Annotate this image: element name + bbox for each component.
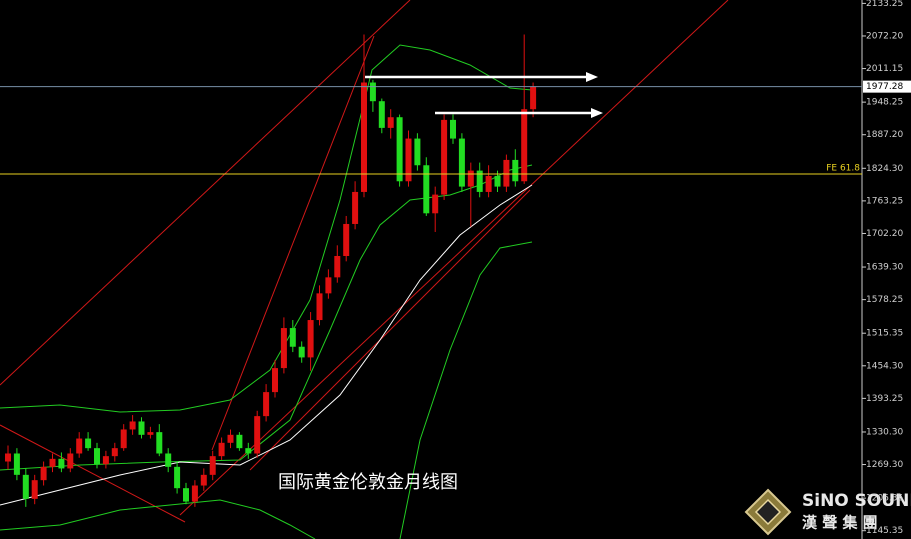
arrows bbox=[365, 72, 603, 118]
channel-line bbox=[0, 0, 411, 386]
candle-body bbox=[530, 86, 537, 110]
y-tick-label: 1702.20 bbox=[866, 229, 903, 239]
candle-body bbox=[76, 438, 83, 454]
candle-body bbox=[245, 448, 252, 454]
logo-subtext: 漢 聲 集 團 bbox=[802, 514, 878, 532]
y-tick-label: 1515.35 bbox=[866, 329, 903, 339]
candle-body bbox=[503, 159, 510, 187]
logo: SiNO SOUND 漢 聲 集 團 bbox=[744, 488, 911, 536]
candle-body bbox=[67, 453, 74, 469]
logo-icon bbox=[754, 498, 782, 526]
candle-body bbox=[414, 138, 421, 166]
channel-line bbox=[179, 0, 729, 516]
caption: 国际黄金伦敦金月线图 bbox=[278, 472, 458, 493]
last-price-box bbox=[863, 80, 911, 93]
candle-body bbox=[289, 328, 296, 347]
candle-body bbox=[494, 175, 501, 187]
y-tick-label: 1824.30 bbox=[866, 164, 903, 174]
y-tick-label: 1948.25 bbox=[866, 98, 903, 108]
candle-body bbox=[441, 119, 448, 195]
candle-body bbox=[200, 474, 207, 486]
candle-body bbox=[13, 453, 20, 475]
candle-body bbox=[485, 175, 492, 192]
candle-body bbox=[174, 466, 181, 489]
y-tick-label: 1145.35 bbox=[866, 526, 903, 536]
moving-average bbox=[0, 184, 533, 506]
candle-body bbox=[138, 421, 145, 435]
candle-body bbox=[85, 438, 92, 449]
y-tick-label: 2072.20 bbox=[866, 31, 903, 41]
candle-body bbox=[396, 117, 403, 182]
candle-body bbox=[58, 458, 65, 469]
candle-body bbox=[450, 119, 456, 139]
y-tick-label: 1454.30 bbox=[866, 361, 903, 371]
y-tick-label: 1763.25 bbox=[866, 196, 903, 206]
y-tick-label: 1393.25 bbox=[866, 394, 903, 404]
candle-body bbox=[405, 138, 412, 182]
candle-body bbox=[521, 109, 528, 182]
candle-body bbox=[476, 170, 483, 192]
candle-body bbox=[49, 458, 56, 467]
logo-text: SiNO SOUND bbox=[802, 491, 911, 511]
y-tick-label: 2011.15 bbox=[866, 64, 903, 74]
candle-body bbox=[129, 421, 136, 430]
bollinger-upper bbox=[0, 44, 533, 413]
candle-body bbox=[218, 442, 225, 457]
y-tick-label: 1330.30 bbox=[866, 427, 903, 437]
fe-label: FE 61.8 bbox=[826, 164, 860, 174]
candle-body bbox=[227, 434, 234, 443]
candle-body bbox=[334, 255, 341, 278]
y-tick-label: 1206.35 bbox=[866, 494, 903, 504]
y-tick-label: 1578.25 bbox=[866, 295, 903, 305]
candle-body bbox=[280, 328, 287, 369]
candle-body bbox=[272, 368, 278, 393]
candle-body bbox=[94, 448, 100, 465]
candle-body bbox=[191, 485, 198, 502]
arrow-head bbox=[586, 72, 598, 82]
y-tick-label: 1639.30 bbox=[866, 263, 903, 273]
candle-body bbox=[120, 429, 127, 449]
candle-body bbox=[40, 466, 47, 481]
candle-body bbox=[165, 453, 172, 467]
candle-body bbox=[343, 223, 350, 256]
candle-body bbox=[147, 432, 154, 435]
candle-body bbox=[325, 277, 332, 294]
candle-body bbox=[5, 453, 11, 462]
last-price-label: 1977.28 bbox=[866, 82, 903, 92]
candle-body bbox=[31, 480, 38, 499]
y-tick-label: 1887.20 bbox=[866, 130, 903, 140]
candle-body bbox=[263, 392, 270, 417]
bollinger-lower bbox=[399, 241, 533, 539]
candle-body bbox=[432, 194, 439, 214]
candle-body bbox=[387, 117, 394, 128]
candle-body bbox=[183, 488, 189, 502]
candle-body bbox=[298, 346, 305, 358]
candle-body bbox=[236, 434, 243, 449]
candle-body bbox=[458, 138, 465, 187]
candle-body bbox=[307, 320, 314, 358]
arrow-head bbox=[591, 108, 603, 118]
channel-line bbox=[0, 424, 186, 523]
candle-body bbox=[369, 82, 376, 102]
candle-body bbox=[352, 191, 359, 224]
candle-body bbox=[22, 474, 29, 499]
y-tick-label: 2133.25 bbox=[866, 0, 903, 9]
y-tick-label: 1269.30 bbox=[866, 460, 903, 470]
candle-body bbox=[467, 170, 474, 187]
candle-body bbox=[102, 456, 109, 465]
candle-body bbox=[423, 165, 430, 214]
candles bbox=[5, 34, 537, 507]
channel-line bbox=[249, 189, 531, 471]
candle-body bbox=[156, 432, 163, 454]
candle-body bbox=[111, 448, 118, 457]
candle-body bbox=[254, 416, 261, 454]
candle-body bbox=[512, 159, 519, 182]
candle-body bbox=[361, 82, 367, 192]
candle-body bbox=[378, 101, 385, 128]
candle-body bbox=[316, 293, 323, 321]
candle-body bbox=[209, 456, 216, 475]
channel-line bbox=[211, 35, 375, 451]
